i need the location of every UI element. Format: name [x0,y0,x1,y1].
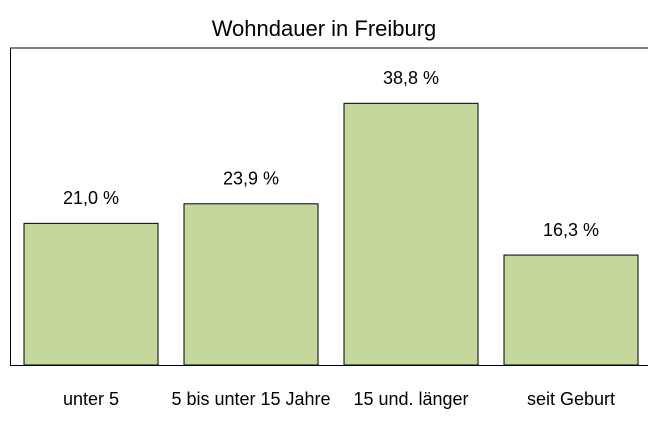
value-label: 23,9 % [223,169,279,189]
bar [183,203,319,366]
x-tick-label: 5 bis unter 15 Jahre [171,389,331,409]
bar [503,254,639,366]
chart-title: Wohndauer in Freiburg [212,16,437,41]
bar [23,222,159,366]
bar [343,102,479,366]
value-label: 16,3 % [543,220,599,240]
value-label: 38,8 % [383,68,439,88]
value-label: 21,0 % [63,188,119,208]
plot-frame [10,47,648,366]
x-tick-label: 15 und. länger [353,389,469,409]
x-tick-label: unter 5 [62,389,120,409]
x-tick-label: seit Geburt [526,389,616,409]
